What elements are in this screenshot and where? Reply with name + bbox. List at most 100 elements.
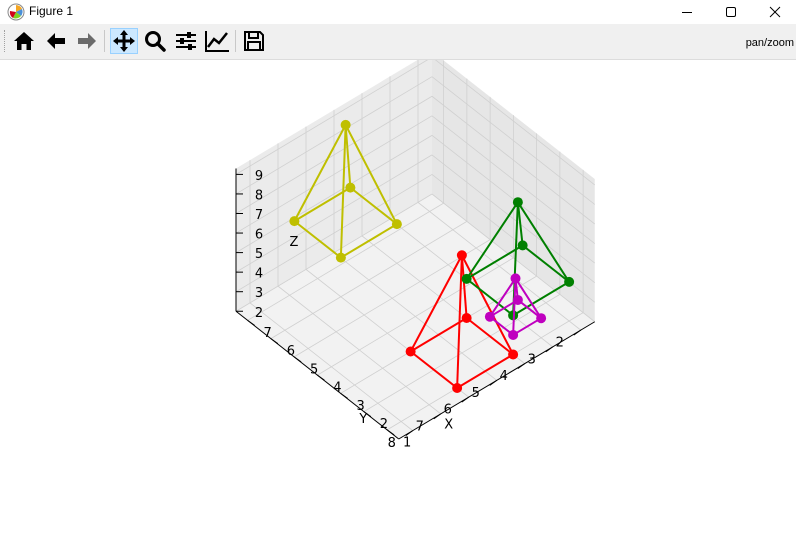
back-button[interactable] <box>42 28 70 54</box>
grid-line <box>235 154 433 273</box>
pyramid-3 <box>289 119 402 263</box>
y-axis-label: Y <box>358 412 367 427</box>
pyramid-lateral-edge <box>514 277 542 319</box>
y-tick <box>386 429 395 436</box>
vertex-marker <box>456 250 467 261</box>
save-button[interactable] <box>240 28 268 54</box>
grid-line <box>431 56 595 186</box>
x-tick-label: 7 <box>416 419 424 434</box>
x-tick <box>405 430 414 437</box>
z-tick-label: 2 <box>255 306 263 321</box>
minimize-button[interactable] <box>664 0 710 24</box>
z-tick-label: 4 <box>255 267 263 282</box>
y-tick-label: 2 <box>380 417 388 432</box>
close-icon <box>769 6 781 18</box>
toolbar-separator <box>235 30 236 52</box>
vertex-marker <box>391 219 402 230</box>
grid-line <box>270 221 468 339</box>
grid-line <box>235 76 433 195</box>
vertex-marker <box>484 311 495 322</box>
pyramids <box>289 119 575 393</box>
home-button[interactable] <box>10 28 38 54</box>
pyramid-lateral-edge <box>339 124 347 258</box>
line-chart-icon <box>205 31 229 52</box>
x-tick-label: 4 <box>500 369 508 384</box>
vertex-marker <box>536 313 547 324</box>
grid-line <box>235 115 433 234</box>
vertex-marker <box>335 252 346 263</box>
x-tick <box>573 329 582 336</box>
vertex-marker <box>345 182 356 193</box>
configure-subplots-button[interactable] <box>172 28 200 54</box>
edit-axis-button[interactable] <box>203 28 231 54</box>
x-tick <box>489 379 498 386</box>
zoom-button[interactable] <box>141 28 169 54</box>
x-tick-label: 6 <box>444 403 452 418</box>
pyramid-lateral-edge <box>517 201 570 283</box>
y-tick <box>317 374 325 381</box>
x-tick-label: 5 <box>472 386 480 401</box>
x-axis-label: X <box>444 417 453 432</box>
pyramid-lateral-edge <box>460 255 468 319</box>
x-tick <box>433 413 442 420</box>
arrow-right-icon <box>78 33 96 49</box>
y-tick-label: 3 <box>356 399 364 414</box>
pyramid-lateral-edge <box>516 202 524 246</box>
pan-button[interactable] <box>110 28 138 54</box>
grid-line <box>431 193 595 323</box>
z-tick-label: 9 <box>255 169 263 184</box>
magnifier-icon <box>145 31 166 52</box>
x-tick <box>545 346 554 353</box>
pyramid-lateral-edge <box>456 255 463 389</box>
z-tick-label: 6 <box>255 228 263 243</box>
grid-line <box>293 239 491 358</box>
mode-text: pan/zoom <box>745 37 794 49</box>
z-tick-label: 8 <box>255 188 263 203</box>
z-tick-label: 7 <box>255 208 263 223</box>
y-tick <box>293 356 302 363</box>
y-tick <box>340 392 348 399</box>
y-tick-label: 6 <box>287 344 295 359</box>
z-tick-label: 3 <box>255 286 263 301</box>
forward-button[interactable] <box>73 28 101 54</box>
grid-line <box>235 174 433 293</box>
close-button[interactable] <box>752 0 796 24</box>
pyramid-4 <box>484 273 547 340</box>
toolbar-separator <box>104 30 105 52</box>
grid-line <box>431 76 595 205</box>
vertex-marker <box>508 329 519 340</box>
move-icon <box>113 30 135 52</box>
grid-line <box>235 135 433 253</box>
pyramid-lateral-edge <box>344 124 352 188</box>
x-tick-label: 2 <box>556 336 564 351</box>
vertex-marker <box>564 276 575 287</box>
floppy-icon <box>244 31 264 51</box>
grid-line <box>235 56 433 175</box>
vertex-marker <box>405 346 416 357</box>
y-tick <box>270 338 279 345</box>
grid-line <box>363 294 561 412</box>
maximize-button[interactable] <box>708 0 754 24</box>
vertex-marker <box>517 240 528 251</box>
window-title: Figure 1 <box>29 4 74 18</box>
minimize-icon <box>682 12 692 13</box>
pyramid-lateral-edge <box>293 124 347 222</box>
vertex-marker <box>340 119 351 130</box>
vertex-marker <box>510 273 521 284</box>
grid-line <box>431 115 595 244</box>
y-tick-label: 7 <box>263 326 271 341</box>
title-bar: Figure 1 <box>0 0 796 24</box>
y-tick-label: 4 <box>333 381 341 396</box>
toolbar-grip[interactable] <box>4 30 7 52</box>
vertex-marker <box>512 197 523 208</box>
y-tick-label: 5 <box>310 362 318 377</box>
grid-line <box>431 154 595 283</box>
y-tick <box>247 319 255 326</box>
x-tick <box>517 363 526 370</box>
vertex-marker <box>289 216 300 227</box>
vertex-marker <box>452 383 463 393</box>
pyramid-lateral-edge <box>512 278 517 335</box>
